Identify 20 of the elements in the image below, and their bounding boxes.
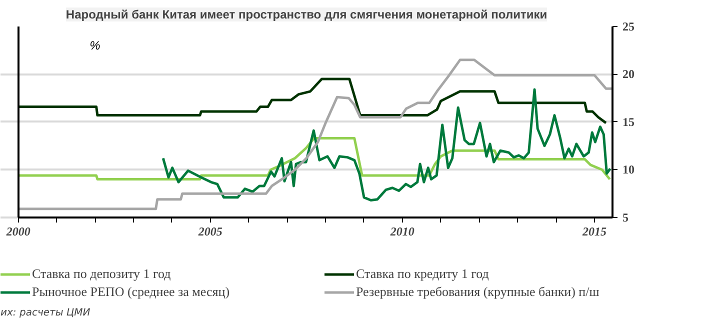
x-tick-label: 2000: [5, 224, 30, 238]
legend-label: Ставка по депозиту 1 год: [32, 266, 172, 282]
x-tick-label: 2015: [581, 224, 606, 238]
line-series: [17, 136, 612, 181]
y-tick-label: 20: [622, 67, 634, 82]
y-axis-title: %: [90, 38, 101, 53]
y-tick-label: 10: [622, 162, 634, 177]
y-tick-label: 5: [622, 210, 628, 224]
legend-label: Ставка по кредиту 1 год: [356, 266, 490, 282]
line-series: [17, 78, 608, 124]
chart-title: Народный банк Китая имеет пространство для смягчения монетарной политики: [66, 8, 548, 22]
text: их: расчеты ЦМИ: [0, 308, 91, 318]
line-series: [162, 88, 612, 202]
line-series: [17, 58, 612, 210]
x-tick-label: 2005: [197, 224, 222, 238]
legend-label: Рыночное РЕПО (среднее за месяц): [32, 284, 231, 300]
x-tick-label: 2010: [389, 224, 414, 238]
y-tick-label: 15: [622, 114, 634, 129]
legend-label: Резервные требования (крупные банки) п/ш: [356, 284, 600, 300]
y-tick-label: 25: [622, 20, 634, 34]
